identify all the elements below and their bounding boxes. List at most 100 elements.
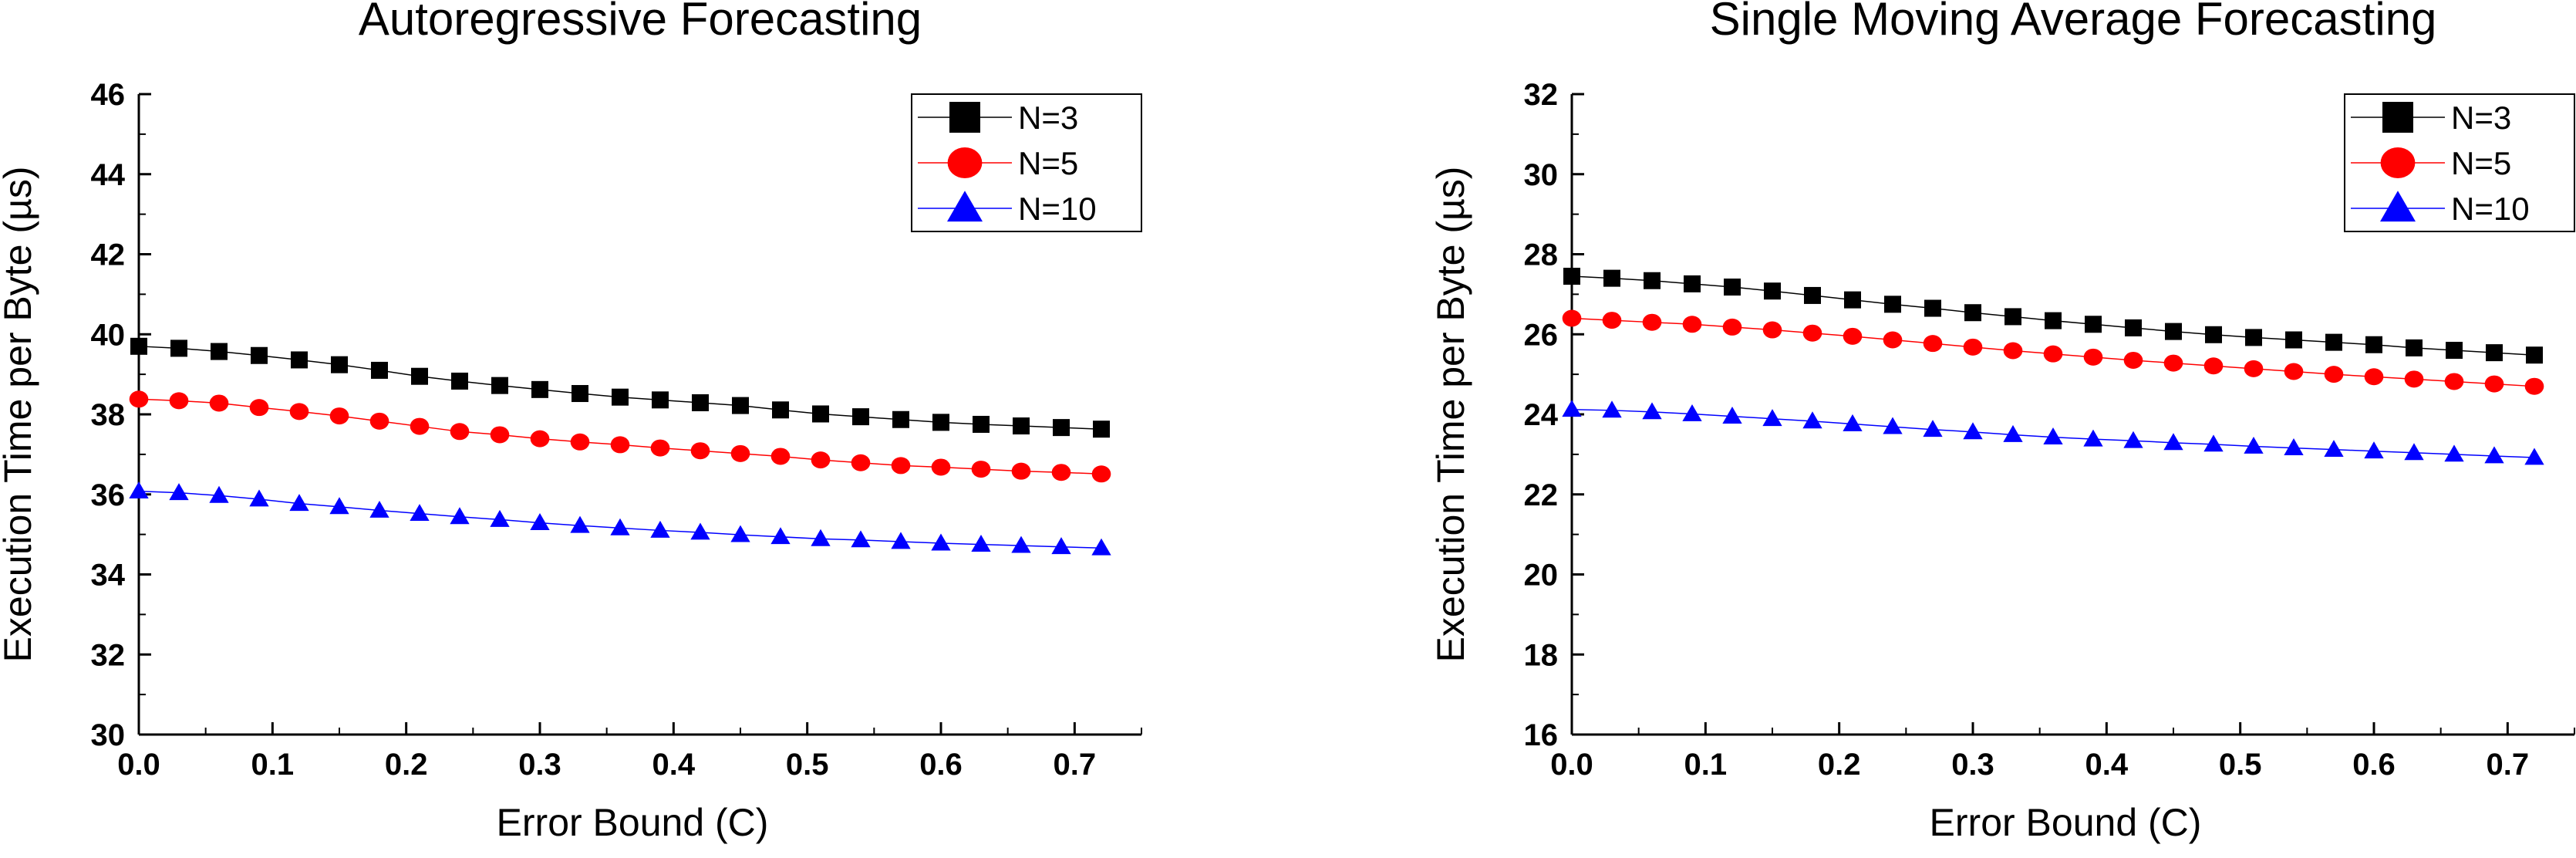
data-point <box>1644 272 1661 289</box>
chart-title: Single Moving Average Forecasting <box>1710 0 2437 45</box>
data-point <box>730 444 750 462</box>
data-point <box>1684 275 1701 292</box>
data-point <box>209 394 229 412</box>
data-point <box>1843 327 1863 345</box>
data-point <box>129 481 149 499</box>
data-point <box>1963 338 1983 356</box>
series-n-5 <box>1562 309 2544 395</box>
y-tick-label: 20 <box>1524 559 1559 593</box>
data-point <box>971 535 991 552</box>
legend-label: N=10 <box>1018 191 1097 227</box>
data-point <box>2364 368 2384 386</box>
legend-label: N=5 <box>2451 145 2511 181</box>
data-point <box>692 394 709 411</box>
data-point <box>2526 346 2543 364</box>
data-point <box>2284 363 2304 380</box>
x-tick-label: 0.7 <box>2487 748 2530 782</box>
data-point <box>1642 402 1662 420</box>
y-tick-label: 30 <box>1524 158 1559 192</box>
data-point <box>1603 269 1620 287</box>
data-point <box>170 339 187 357</box>
data-point <box>2004 308 2021 326</box>
y-tick-label: 32 <box>1524 78 1559 112</box>
data-point <box>2123 431 2143 448</box>
data-point <box>129 390 149 408</box>
data-point <box>851 530 871 548</box>
data-point <box>1562 400 1582 417</box>
data-point <box>2486 344 2503 362</box>
y-tick-label: 30 <box>91 718 126 752</box>
data-point <box>2123 351 2143 369</box>
data-point <box>1682 404 1702 421</box>
data-point <box>411 367 428 385</box>
legend-marker <box>2382 102 2413 133</box>
y-tick-label: 22 <box>1524 478 1559 512</box>
data-point <box>1091 538 1111 556</box>
data-point <box>2043 345 2063 363</box>
data-point <box>812 405 829 423</box>
data-point <box>249 489 269 507</box>
chart-single-moving-average: Single Moving Average Forecasting 16 18 20 2… <box>1429 0 2575 844</box>
data-point <box>2406 339 2423 356</box>
data-point <box>892 410 909 428</box>
data-point <box>1884 296 1901 313</box>
data-point <box>2365 336 2382 353</box>
data-point <box>2325 333 2342 351</box>
data-point <box>732 397 749 414</box>
data-point <box>1722 407 1742 424</box>
data-point <box>1963 422 1983 440</box>
x-tick-label: 0.0 <box>1550 748 1593 782</box>
legend-marker <box>2380 191 2416 222</box>
data-point <box>1562 309 1582 327</box>
data-point <box>1091 465 1111 483</box>
data-point <box>690 442 710 460</box>
y-axis-title: Execution Time per Byte (µs) <box>1429 167 1472 663</box>
data-point <box>1923 420 1943 437</box>
data-point <box>1883 417 1903 434</box>
legend-label: N=10 <box>2451 191 2530 227</box>
data-point <box>169 483 189 501</box>
data-point <box>289 494 309 512</box>
data-point <box>2083 429 2103 447</box>
data-point <box>251 346 268 364</box>
data-point <box>1682 316 1702 333</box>
data-point <box>2446 342 2463 359</box>
data-point <box>2484 375 2504 393</box>
data-point <box>2444 373 2464 390</box>
series-line <box>138 346 1102 430</box>
data-point <box>851 454 871 471</box>
data-point <box>450 423 470 441</box>
data-point <box>1722 318 1742 336</box>
data-point <box>2045 312 2062 329</box>
data-point <box>329 407 349 425</box>
legend-label: N=3 <box>2451 100 2511 136</box>
data-point <box>1924 299 1941 317</box>
data-point <box>811 451 831 469</box>
data-point <box>570 515 590 533</box>
data-point <box>490 426 510 444</box>
data-point <box>650 520 670 538</box>
data-point <box>2404 370 2424 388</box>
data-point <box>369 500 389 518</box>
x-tick-label: 0.6 <box>919 748 963 782</box>
data-point <box>652 391 669 409</box>
data-point <box>2524 448 2544 465</box>
data-point <box>1883 331 1903 349</box>
data-point <box>491 377 508 394</box>
data-point <box>610 518 630 535</box>
data-point <box>772 401 789 419</box>
y-tick-label: 46 <box>91 78 126 112</box>
y-tick-label: 16 <box>1524 718 1559 752</box>
data-point <box>612 388 629 406</box>
data-point <box>2163 433 2183 451</box>
data-point <box>1802 411 1822 429</box>
data-point <box>2003 342 2023 360</box>
data-point <box>1093 421 1110 438</box>
data-point <box>410 417 430 435</box>
data-point <box>2203 434 2224 452</box>
x-tick-label: 0.1 <box>1684 748 1728 782</box>
data-point <box>2484 446 2504 464</box>
data-point <box>289 403 309 421</box>
data-point <box>2324 366 2344 383</box>
data-point <box>770 448 791 465</box>
